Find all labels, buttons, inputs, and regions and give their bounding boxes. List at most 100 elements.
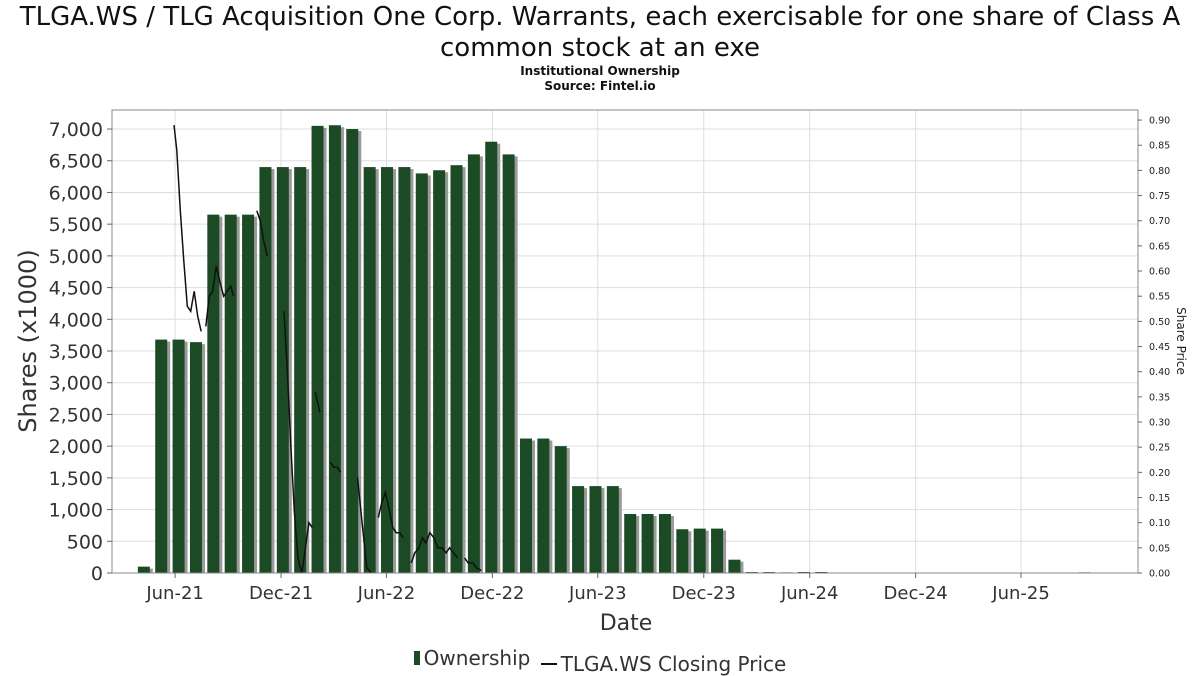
plot-frame: [111, 109, 1139, 574]
ownership-bar: [728, 559, 741, 573]
ownership-swatch-icon: [413, 651, 420, 665]
ownership-bar: [328, 125, 341, 573]
y-tick-label: 0: [91, 563, 103, 585]
x-tick-label: Jun-22: [357, 583, 416, 604]
ownership-bar: [606, 486, 619, 573]
y-tick-label: 7,000: [49, 119, 103, 141]
price-line-segment: [314, 391, 321, 413]
legend: Ownership TLGA.WS Closing Price: [0, 646, 1200, 676]
ownership-bar: [502, 154, 515, 573]
y2-tick-label: 0.05: [1149, 543, 1170, 554]
y-tick-label: 5,500: [49, 214, 103, 236]
ownership-bar: [485, 141, 498, 573]
x-tick-label: Dec-23: [672, 583, 736, 604]
legend-ownership-label: Ownership: [423, 646, 531, 670]
price-line-swatch-icon: [540, 663, 557, 665]
ownership-bar: [224, 214, 237, 573]
y2-tick-label: 0.00: [1149, 569, 1170, 580]
ownership-bar: [207, 214, 220, 573]
ownership-bar: [467, 154, 480, 573]
x-tick-label: Dec-24: [884, 583, 948, 604]
y2-tick-label: 0.45: [1149, 342, 1170, 353]
x-axis: Jun-21 Dec-21 Jun-22 Dec-22 Jun-23 Dec-23 Jun-…: [145, 573, 1050, 604]
legend-price-label: TLGA.WS Closing Price: [560, 652, 787, 676]
x-tick-label: Jun-23: [568, 583, 627, 604]
legend-ownership: Ownership: [413, 646, 531, 670]
ownership-bar: [624, 514, 637, 573]
price-line-segment: [377, 489, 404, 539]
ownership-bar: [415, 173, 428, 573]
y-tick-label: 5,000: [49, 246, 103, 268]
ownership-bar: [641, 514, 654, 573]
y-tick-label: 3,000: [49, 373, 103, 395]
chart-subtitle: Institutional Ownership: [520, 64, 680, 78]
y-tick-label: 6,000: [49, 182, 103, 204]
y2-tick-label: 0.75: [1149, 191, 1170, 202]
y2-tick-label: 0.35: [1149, 392, 1170, 403]
y-tick-label: 3,500: [49, 341, 103, 363]
y-tick-label: 1,000: [49, 500, 103, 522]
title-block: TLGA.WS / TLG Acquisition One Corp. Warr…: [0, 2, 1200, 94]
y2-tick-label: 0.90: [1149, 116, 1170, 127]
x-tick-label: Jun-24: [780, 583, 839, 604]
y2-tick-label: 0.65: [1149, 241, 1170, 252]
ownership-bar: [433, 170, 446, 573]
ownership-bar: [137, 566, 150, 573]
price-line-segment: [205, 265, 235, 327]
y2-tick-label: 0.30: [1149, 418, 1170, 429]
ownership-bar: [554, 446, 567, 573]
ownership-bar: [242, 214, 255, 573]
x-axis-label: Date: [600, 611, 653, 636]
ownership-bar: [155, 339, 168, 573]
x-tick-label: Jun-25: [991, 583, 1050, 604]
ownership-bar: [676, 529, 689, 573]
price-line-layer: [173, 125, 482, 574]
y2-tick-label: 0.40: [1149, 367, 1170, 378]
ownership-bar: [398, 167, 411, 573]
price-line-segment: [356, 477, 372, 574]
ownership-bar: [346, 129, 359, 573]
legend-price: TLGA.WS Closing Price: [540, 652, 787, 676]
y-tick-label: 1,500: [49, 468, 103, 490]
price-line-segment: [463, 557, 482, 572]
price-line-segment: [256, 210, 268, 257]
price-line-segment: [283, 311, 313, 574]
y-tick-label: 2,000: [49, 436, 103, 458]
price-line-segment: [173, 125, 202, 332]
ownership-bar: [311, 125, 324, 573]
ownership-bar: [172, 339, 185, 573]
chart-title: TLGA.WS / TLG Acquisition One Corp. Warr…: [19, 2, 1181, 63]
ownership-bar: [189, 342, 202, 573]
y2-tick-label: 0.70: [1149, 216, 1170, 227]
ownership-bar: [519, 438, 532, 573]
ownership-bar: [537, 438, 550, 573]
y-tick-label: 6,500: [49, 151, 103, 173]
chart-source: Source: Fintel.io: [544, 79, 656, 93]
y2-tick-label: 0.10: [1149, 518, 1170, 529]
price-line-segment: [410, 531, 459, 564]
ownership-bar: [450, 165, 463, 574]
y2-tick-label: 0.15: [1149, 493, 1170, 504]
ownership-bar: [259, 167, 272, 573]
y2-tick-label: 0.25: [1149, 443, 1170, 454]
y-tick-label: 4,500: [49, 278, 103, 300]
y2-tick-label: 0.60: [1149, 267, 1170, 278]
y2-axis-label: Share Price: [1174, 307, 1188, 375]
ownership-bar: [276, 167, 289, 573]
ownership-bar: [294, 167, 307, 573]
ownership-bar: [658, 514, 671, 573]
ownership-bar: [693, 528, 706, 573]
ownership-bar: [381, 167, 394, 573]
y-tick-label: 4,000: [49, 309, 103, 331]
bars-layer: [137, 125, 1091, 574]
x-tick-label: Jun-21: [145, 583, 204, 604]
y2-axis: 0.00 0.05 0.10 0.15 0.20 0.25 0.30 0.35 0.40 0.45…: [1138, 116, 1170, 580]
ownership-bar: [363, 167, 376, 573]
ownership-bar: [711, 528, 724, 573]
y2-tick-label: 0.80: [1149, 166, 1170, 177]
ownership-bar: [572, 486, 585, 573]
y2-tick-label: 0.85: [1149, 141, 1170, 152]
y2-tick-label: 0.50: [1149, 317, 1170, 328]
x-tick-label: Dec-21: [249, 583, 313, 604]
